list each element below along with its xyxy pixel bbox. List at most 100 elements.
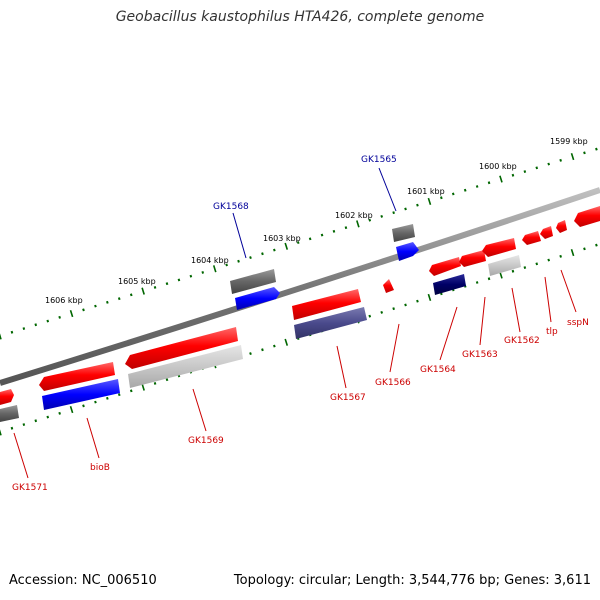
lower-scale-ticks <box>0 243 598 436</box>
scale-minor-tick <box>249 352 252 356</box>
gene-arrow-gk1567[interactable] <box>292 289 361 320</box>
topology-summary-text: Topology: circular; Length: 3,544,776 bp… <box>233 573 591 588</box>
gene-box-gk1568[interactable] <box>230 269 276 294</box>
map-title: Geobacillus kaustophilus HTA426, complet… <box>115 9 485 25</box>
scale-major-tick <box>69 309 74 318</box>
scale-minor-tick <box>475 185 479 188</box>
scale-major-tick <box>284 338 289 346</box>
kbp-label: 1603 kbp <box>263 234 301 243</box>
gene-box-gk1569[interactable] <box>128 345 243 388</box>
scale-minor-tick <box>58 315 61 319</box>
scale-minor-tick <box>94 304 97 308</box>
gene-box-gk1564[interactable] <box>433 274 466 295</box>
gene-box-gk1567[interactable] <box>294 307 367 339</box>
gene-arrow-small-2[interactable] <box>556 220 567 233</box>
scale-minor-tick <box>94 400 97 404</box>
scale-minor-tick <box>10 330 14 334</box>
upper-scale-ticks <box>0 147 598 340</box>
kbp-label: 1600 kbp <box>479 162 517 171</box>
gene-arrow-gk1563[interactable] <box>459 250 486 267</box>
gene-label: GK1562 <box>504 336 540 346</box>
gene-label: GK1569 <box>188 436 224 446</box>
gene-box-gk1562[interactable] <box>488 255 521 276</box>
scale-minor-tick <box>368 218 372 222</box>
scale-minor-tick <box>583 151 586 155</box>
scale-minor-tick <box>273 248 276 252</box>
gene-arrow-biob[interactable] <box>39 362 115 391</box>
kbp-label: 1599 kbp <box>550 137 588 146</box>
gene-box-gk1571-gray[interactable] <box>0 405 19 422</box>
scale-major-tick <box>141 383 145 391</box>
scale-major-tick <box>570 249 575 257</box>
scale-minor-tick <box>106 396 109 400</box>
kbp-label: 1602 kbp <box>335 211 373 220</box>
scale-minor-tick <box>440 196 443 200</box>
scale-minor-tick <box>595 243 598 247</box>
scale-major-tick <box>69 405 74 414</box>
gene-arrow-gk1571-red[interactable] <box>0 389 14 405</box>
gene-label: GK1565 <box>361 155 397 165</box>
scale-major-tick <box>570 153 575 161</box>
gene-box-biob[interactable] <box>42 379 120 410</box>
scale-minor-tick <box>511 269 515 273</box>
scale-minor-tick <box>475 281 479 284</box>
scale-minor-tick <box>165 282 169 286</box>
scale-minor-tick <box>404 207 407 211</box>
gene-label: GK1566 <box>375 378 411 388</box>
scale-minor-tick <box>10 426 14 430</box>
scale-minor-tick <box>344 226 348 230</box>
scale-minor-tick <box>129 293 133 297</box>
gene-arrow-gk1565[interactable] <box>396 242 419 261</box>
scale-minor-tick <box>416 203 419 207</box>
gene-arrow-small-1[interactable] <box>522 231 541 245</box>
scale-minor-tick <box>117 393 121 397</box>
scale-minor-tick <box>559 254 562 258</box>
gene-labels: GK1571 bioB GK1569 GK1568 GK1567 GK1566 … <box>12 155 589 493</box>
scale-minor-tick <box>153 286 157 289</box>
scale-minor-tick <box>332 229 336 233</box>
gene-label: GK1568 <box>213 202 249 212</box>
scale-minor-tick <box>22 327 26 330</box>
scale-minor-tick <box>595 147 598 151</box>
gene-arrow-gk1562[interactable] <box>482 238 516 257</box>
scale-minor-tick <box>487 277 491 281</box>
scale-minor-tick <box>296 241 300 245</box>
kbp-label: 1605 kbp <box>118 277 156 286</box>
scale-minor-tick <box>416 299 419 303</box>
gene-arrow-gk1564[interactable] <box>429 257 461 276</box>
scale-major-tick <box>427 293 432 302</box>
scale-minor-tick <box>82 308 85 312</box>
scale-minor-tick <box>153 382 157 385</box>
scale-minor-tick <box>58 411 61 415</box>
scale-minor-tick <box>22 423 26 426</box>
gene-arrow-sspn[interactable] <box>574 206 600 227</box>
scale-minor-tick <box>237 259 240 263</box>
scale-minor-tick <box>189 274 193 278</box>
scale-minor-tick <box>82 404 85 408</box>
gene-arrow-gk1566[interactable] <box>383 279 394 293</box>
scale-minor-tick <box>523 266 527 269</box>
gene-label: tlp <box>546 327 558 337</box>
kbp-label: 1606 kbp <box>45 296 83 305</box>
gene-box-gk1565[interactable] <box>392 224 415 242</box>
gene-label: sspN <box>567 318 589 328</box>
scale-minor-tick <box>106 300 109 304</box>
accession-text: Accession: NC_006510 <box>9 573 157 588</box>
gene-label: GK1567 <box>330 393 366 403</box>
scale-major-tick <box>427 197 432 206</box>
scale-minor-tick <box>46 319 50 323</box>
scale-minor-tick <box>380 214 384 218</box>
gene-arrow-gk1569[interactable] <box>125 327 238 369</box>
scale-major-tick <box>284 242 289 250</box>
genome-backbone <box>0 187 600 386</box>
kbp-label: 1601 kbp <box>407 187 445 196</box>
gene-label: GK1564 <box>420 365 456 375</box>
label-leader-lines <box>13 167 577 479</box>
gene-label: bioB <box>90 463 110 473</box>
scale-minor-tick <box>308 237 312 241</box>
gene-arrow-gk1568[interactable] <box>235 287 280 310</box>
gene-arrow-tlp[interactable] <box>540 226 553 239</box>
scale-major-tick <box>141 287 145 295</box>
